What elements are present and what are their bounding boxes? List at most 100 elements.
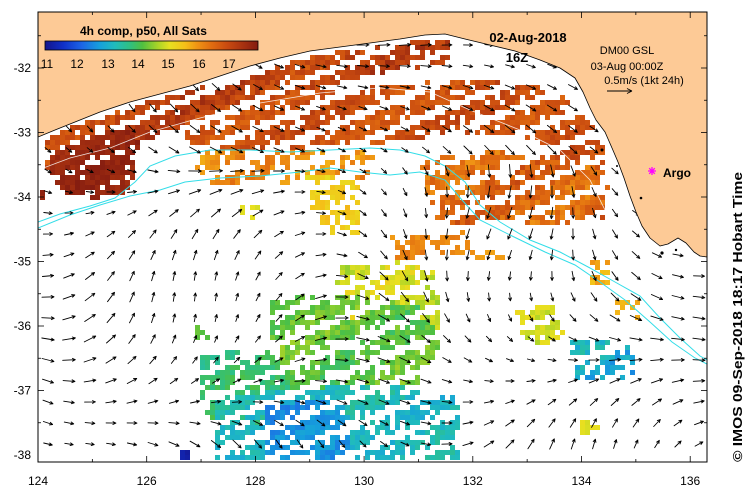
sst-pixel	[190, 110, 195, 115]
sst-pixel	[405, 240, 410, 245]
sst-pixel	[500, 155, 505, 160]
sst-pixel	[480, 180, 485, 185]
current-arrow-icon	[589, 125, 599, 133]
sst-pixel	[340, 50, 345, 55]
current-arrow-icon	[589, 314, 599, 322]
sst-pixel	[340, 210, 345, 215]
sst-pixel	[485, 205, 490, 210]
current-arrow-icon	[421, 105, 431, 111]
sst-pixel	[360, 340, 365, 345]
current-arrow-icon	[105, 356, 117, 364]
sst-pixel	[455, 420, 460, 425]
sst-pixel	[350, 390, 355, 395]
current-arrow-icon	[214, 335, 218, 343]
sst-pixel	[70, 175, 75, 180]
current-arrow-icon	[463, 379, 473, 384]
sst-pixel	[325, 170, 330, 175]
sst-pixel	[270, 390, 275, 395]
sst-pixel	[430, 200, 435, 205]
sst-pixel	[240, 110, 245, 115]
sst-pixel	[395, 270, 400, 275]
sst-pixel	[425, 285, 430, 290]
sst-pixel	[475, 160, 480, 165]
sst-pixel	[415, 330, 420, 335]
current-arrow-icon	[465, 185, 470, 199]
current-arrow-icon	[590, 292, 598, 302]
sst-pixel	[490, 110, 495, 115]
sst-pixel	[320, 60, 325, 65]
sst-pixel	[460, 175, 465, 180]
sst-pixel	[285, 305, 290, 310]
sst-pixel	[600, 375, 605, 380]
sst-pixel	[360, 120, 365, 125]
sst-pixel	[535, 105, 540, 110]
current-arrow-icon	[255, 292, 261, 302]
current-arrow-icon	[380, 229, 388, 239]
sst-pixel	[230, 375, 235, 380]
sst-pixel	[255, 445, 260, 450]
sst-pixel	[420, 415, 425, 420]
sst-pixel	[525, 330, 530, 335]
sst-pixel	[390, 60, 395, 65]
sst-pixel	[440, 235, 445, 240]
sst-pixel	[345, 75, 350, 80]
current-arrow-icon	[547, 398, 557, 406]
sst-pixel	[350, 220, 355, 225]
sst-pixel	[555, 215, 560, 220]
current-arrow-icon	[294, 210, 306, 215]
sst-pixel	[210, 380, 215, 385]
lon-label: 132	[463, 474, 483, 488]
sst-pixel	[355, 320, 360, 325]
sst-pixel	[535, 110, 540, 115]
sst-pixel	[370, 450, 375, 455]
sst-pixel	[360, 270, 365, 275]
current-arrow-icon	[591, 270, 597, 282]
sst-pixel	[420, 95, 425, 100]
sst-pixel	[55, 165, 60, 170]
current-arrow-icon	[609, 378, 621, 384]
sst-pixel	[410, 440, 415, 445]
sst-pixel	[215, 105, 220, 110]
sst-pixel	[315, 375, 320, 380]
sst-pixel	[330, 310, 335, 315]
sst-pixel	[325, 385, 330, 390]
sst-pixel	[415, 125, 420, 130]
sst-pixel	[390, 85, 395, 90]
sst-pixel	[430, 45, 435, 50]
sst-pixel	[260, 165, 265, 170]
sst-pixel	[475, 85, 480, 90]
sst-pixel	[330, 55, 335, 60]
sst-pixel	[600, 160, 605, 165]
credit-text: © IMOS 09-Sep-2018 18:17 Hobart Time	[730, 172, 745, 462]
sst-pixel	[545, 220, 550, 225]
sst-pixel	[60, 180, 65, 185]
sst-pixel	[395, 400, 400, 405]
sst-pixel	[325, 130, 330, 135]
sst-pixel	[345, 415, 350, 420]
sst-pixel	[415, 440, 420, 445]
sst-pixel	[95, 140, 100, 145]
sst-pixel	[100, 165, 105, 170]
current-arrow-icon	[188, 169, 202, 173]
sst-pixel	[340, 165, 345, 170]
sst-pixel	[450, 200, 455, 205]
sst-pixel	[275, 100, 280, 105]
sst-pixel	[410, 420, 415, 425]
current-arrow-icon	[424, 249, 429, 261]
current-arrow-icon	[486, 249, 491, 261]
current-arrow-icon	[233, 356, 241, 364]
sst-pixel	[480, 80, 485, 85]
sst-pixel	[455, 195, 460, 200]
sst-pixel	[260, 115, 265, 120]
sst-pixel	[460, 170, 465, 175]
sst-pixel	[200, 125, 205, 130]
sst-pixel	[335, 380, 340, 385]
sst-pixel	[425, 120, 430, 125]
sst-pixel	[410, 135, 415, 140]
sst-pixel	[505, 130, 510, 135]
current-arrow-icon	[568, 145, 578, 155]
sst-pixel	[245, 400, 250, 405]
current-arrow-icon	[462, 64, 474, 69]
sst-pixel	[415, 360, 420, 365]
sst-pixel	[410, 125, 415, 130]
